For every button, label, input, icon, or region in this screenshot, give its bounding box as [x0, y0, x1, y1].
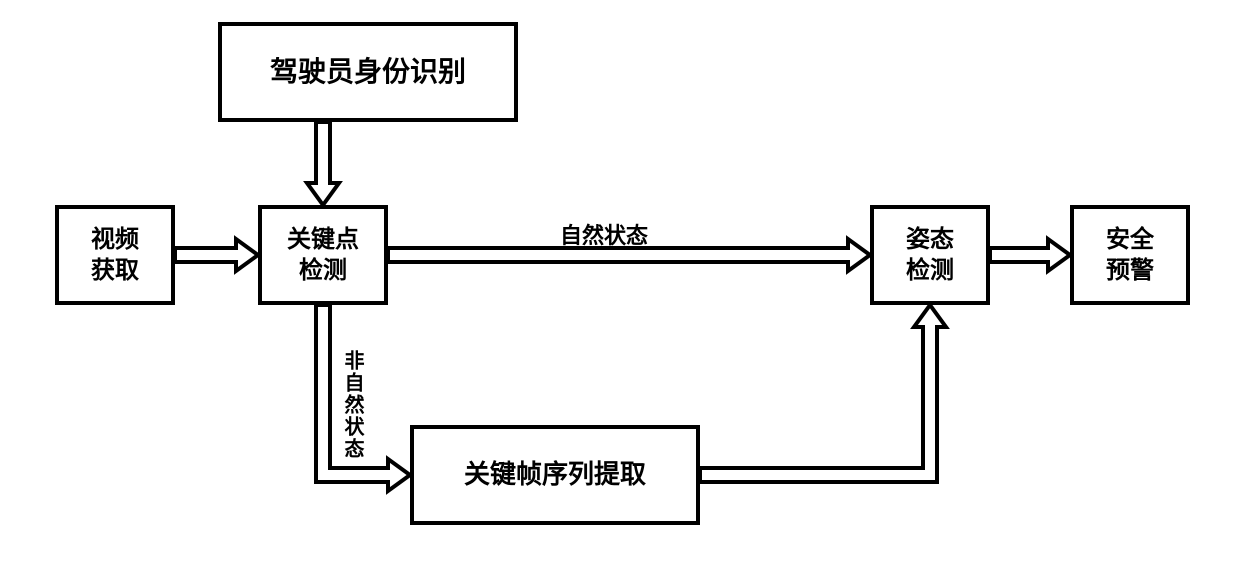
box-alert-label: 安全预警	[1106, 224, 1154, 286]
box-posture: 姿态检测	[870, 205, 990, 305]
box-identity-label: 驾驶员身份识别	[270, 54, 466, 90]
box-alert: 安全预警	[1070, 205, 1190, 305]
box-keyframe: 关键帧序列提取	[410, 425, 700, 525]
box-video: 视频获取	[55, 205, 175, 305]
label-natural: 自然状态	[560, 218, 648, 250]
box-posture-label: 姿态检测	[906, 224, 954, 286]
box-video-label: 视频获取	[91, 224, 139, 286]
box-identity: 驾驶员身份识别	[218, 22, 518, 122]
box-keypoint: 关键点检测	[258, 205, 388, 305]
label-unnatural: 非自然状态	[338, 350, 367, 460]
box-keyframe-label: 关键帧序列提取	[464, 458, 646, 492]
box-keypoint-label: 关键点检测	[287, 224, 359, 286]
